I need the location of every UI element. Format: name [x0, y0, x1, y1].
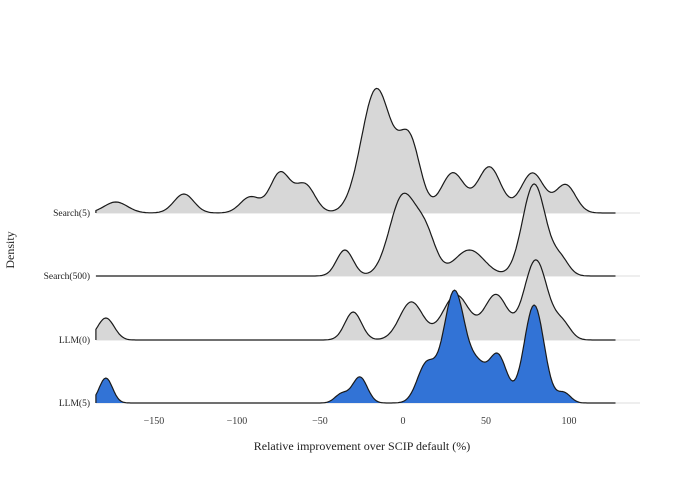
x-tick-neg50: −50	[312, 416, 328, 427]
density-curve-llm5	[95, 289, 616, 404]
x-tick-100: 100	[562, 416, 577, 427]
x-tick-0: 0	[401, 416, 406, 427]
x-axis-title: Relative improvement over SCIP default (…	[254, 439, 471, 453]
row-label-llm0: LLM(0)	[59, 335, 90, 346]
y-axis-title: Density	[3, 231, 17, 268]
density-curve-search500	[95, 183, 616, 277]
density-curve-search5	[95, 87, 616, 214]
density-curve-llm0	[95, 259, 616, 341]
row-label-search5: Search(5)	[53, 208, 90, 219]
x-tick-neg100: −100	[227, 416, 248, 427]
curves-layer	[95, 87, 640, 404]
row-label-llm5: LLM(5)	[59, 398, 90, 409]
row-label-search500: Search(500)	[44, 271, 90, 282]
x-tick-neg150: −150	[144, 416, 165, 427]
x-tick-50: 50	[481, 416, 491, 427]
